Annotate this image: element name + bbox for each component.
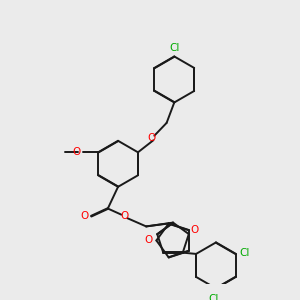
Text: Cl: Cl	[208, 293, 219, 300]
Text: O: O	[72, 147, 80, 157]
Text: O: O	[147, 133, 155, 143]
Text: O: O	[80, 211, 89, 221]
Text: Cl: Cl	[169, 43, 179, 52]
Text: O: O	[144, 236, 153, 245]
Text: Cl: Cl	[240, 248, 250, 258]
Text: O: O	[190, 225, 198, 235]
Text: O: O	[120, 211, 129, 221]
